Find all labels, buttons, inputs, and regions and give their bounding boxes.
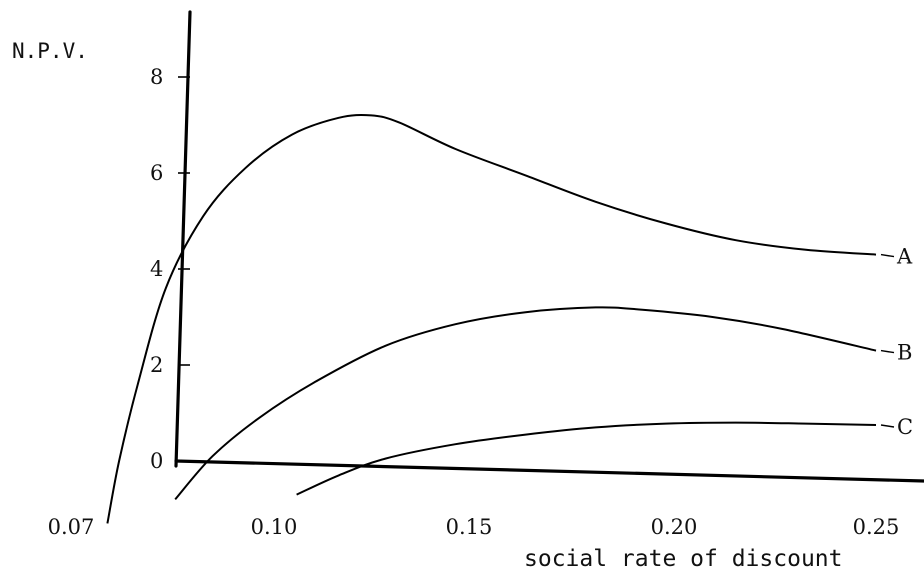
y-axis-label: N.P.V. [12, 39, 88, 63]
y-tick-label: 0 [150, 449, 163, 473]
curve-label-leader [880, 424, 895, 428]
x-tick-label: 0.15 [446, 515, 493, 539]
y-tick-label: 8 [150, 65, 163, 89]
y-tick-label: 4 [150, 257, 163, 281]
y-axis [174, 10, 192, 468]
x-axis [174, 459, 924, 483]
x-tick-label: 0.07 [48, 515, 95, 539]
x-tick-label: 0.20 [651, 515, 698, 539]
axes [174, 10, 924, 483]
curve-labels: A B C [880, 245, 913, 439]
curve-a [106, 113, 877, 524]
y-tick-label: 2 [150, 353, 163, 377]
y-tick-label: 6 [150, 161, 163, 185]
curve-label-leader [880, 253, 895, 258]
x-tick-label: 0.10 [251, 515, 298, 539]
y-ticks: 0 2 4 6 8 [150, 65, 190, 473]
curve-label-b: B [897, 341, 912, 365]
curves [106, 113, 877, 524]
curve-label-c: C [897, 415, 913, 439]
curve-label-leader [880, 349, 895, 354]
x-axis-label: social rate of discount [524, 546, 843, 572]
x-tick-label: 0.25 [853, 515, 900, 539]
curve-b [174, 306, 877, 501]
curve-c [296, 421, 877, 496]
x-ticks: 0.07 0.10 0.15 0.20 0.25 [48, 515, 900, 539]
curve-label-a: A [896, 245, 913, 269]
